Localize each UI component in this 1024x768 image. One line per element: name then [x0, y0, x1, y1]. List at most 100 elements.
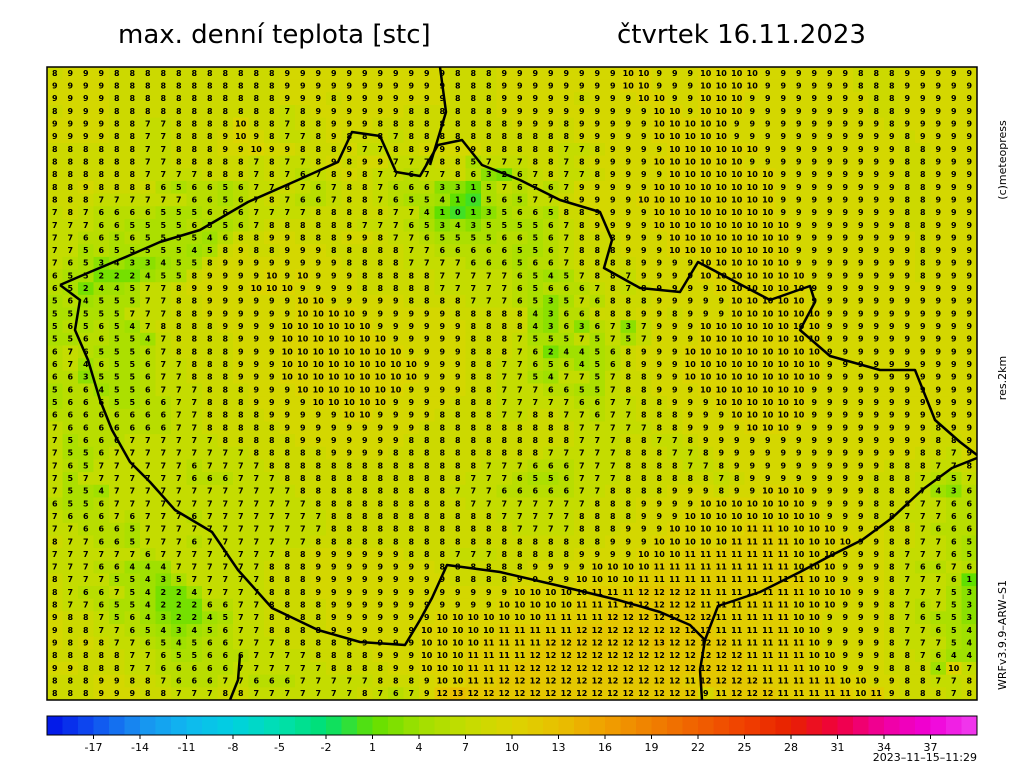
temperature-value: 9 [315, 575, 321, 584]
temperature-value: 10 [669, 537, 681, 546]
temperature-value: 9 [610, 119, 616, 128]
temperature-value: 7 [129, 474, 135, 483]
temperature-value: 5 [532, 474, 538, 483]
temperature-value: 11 [731, 550, 743, 559]
temperature-value: 9 [873, 297, 879, 306]
temperature-cell [403, 92, 420, 106]
temperature-cell [930, 79, 947, 93]
temperature-value: 8 [486, 525, 492, 534]
temperature-value: 8 [920, 246, 926, 255]
temperature-cell [326, 79, 342, 93]
temperature-value: 9 [238, 322, 244, 331]
temperature-cell [186, 79, 203, 93]
temperature-value: 8 [641, 385, 647, 394]
temperature-value: 9 [827, 474, 833, 483]
temperature-value: 6 [67, 411, 73, 420]
temperature-value: 9 [811, 208, 817, 217]
temperature-cell [589, 92, 606, 106]
temperature-value: 9 [873, 385, 879, 394]
temperature-value: 5 [439, 233, 445, 242]
temperature-value: 8 [129, 132, 135, 141]
temperature-value: 5 [83, 322, 89, 331]
temperature-value: 9 [393, 322, 399, 331]
temperature-value: 9 [331, 550, 337, 559]
temperature-value: 10 [700, 119, 712, 128]
temperature-cell [946, 67, 962, 81]
temperature-value: 10 [793, 373, 805, 382]
temperature-value: 8 [176, 132, 182, 141]
temperature-value: 10 [731, 107, 743, 116]
temperature-value: 9 [920, 297, 926, 306]
temperature-value: 9 [408, 347, 414, 356]
temperature-value: 9 [315, 423, 321, 432]
temperature-value: 8 [52, 575, 58, 584]
temperature-cell [605, 67, 621, 81]
temperature-cell [899, 67, 916, 81]
temperature-value: 10 [592, 575, 604, 584]
temperature-value: 8 [548, 132, 554, 141]
temperature-value: 9 [873, 157, 879, 166]
temperature-value: 10 [375, 385, 387, 394]
temperature-value: 9 [858, 335, 864, 344]
temperature-field: 8 9 9 9 8 8 8 8 8 8 8 8 8 8 8 9 9 9 9 9 9 9 9 9 9 9 8 8 8 9 9 9 9 9 9 9 9 10 1… [47, 67, 978, 701]
temperature-value: 8 [873, 512, 879, 521]
temperature-value: 9 [858, 385, 864, 394]
temperature-value: 5 [52, 309, 58, 318]
temperature-value: 7 [114, 449, 120, 458]
temperature-value: 9 [827, 411, 833, 420]
temperature-value: 9 [300, 81, 306, 90]
temperature-value: 7 [238, 449, 244, 458]
temperature-value: 9 [920, 436, 926, 445]
temperature-value: 8 [67, 183, 73, 192]
temperature-value: 8 [315, 221, 321, 230]
temperature-value: 7 [517, 157, 523, 166]
temperature-cell [946, 79, 962, 93]
temperature-value: 9 [780, 69, 786, 78]
temperature-value: 10 [700, 322, 712, 331]
temperature-value: 9 [253, 398, 259, 407]
temperature-value: 8 [52, 195, 58, 204]
temperature-value: 9 [951, 107, 957, 116]
temperature-value: 9 [904, 246, 910, 255]
temperature-value: 10 [282, 347, 294, 356]
temperature-value: 9 [331, 81, 337, 90]
temperature-value: 9 [377, 563, 383, 572]
temperature-value: 11 [654, 563, 666, 572]
temperature-value: 8 [408, 550, 414, 559]
temperature-value: 10 [762, 335, 774, 344]
temperature-value: 8 [548, 170, 554, 179]
temperature-value: 9 [951, 69, 957, 78]
temperature-value: 9 [858, 94, 864, 103]
temperature-value: 9 [98, 69, 104, 78]
temperature-value: 8 [408, 474, 414, 483]
temperature-value: 9 [424, 322, 430, 331]
temperature-value: 8 [594, 170, 600, 179]
temperature-value: 8 [486, 107, 492, 116]
temperature-value: 7 [129, 436, 135, 445]
temperature-value: 9 [842, 145, 848, 154]
temperature-value: 3 [145, 259, 151, 268]
temperature-value: 8 [470, 575, 476, 584]
temperature-value: 7 [284, 157, 290, 166]
temperature-value: 6 [594, 398, 600, 407]
temperature-value: 8 [501, 132, 507, 141]
temperature-value: 9 [284, 411, 290, 420]
temperature-value: 8 [455, 537, 461, 546]
temperature-value: 4 [114, 284, 120, 293]
temperature-value: 7 [67, 575, 73, 584]
temperature-value: 9 [796, 132, 802, 141]
temperature-value: 9 [749, 474, 755, 483]
temperature-cell [47, 79, 63, 93]
temperature-value: 9 [284, 271, 290, 280]
temperature-value: 10 [778, 499, 790, 508]
temperature-value: 9 [67, 94, 73, 103]
temperature-value: 8 [331, 474, 337, 483]
temperature-value: 8 [191, 373, 197, 382]
temperature-value: 7 [191, 423, 197, 432]
temperature-value: 8 [424, 512, 430, 521]
temperature-value: 5 [129, 335, 135, 344]
temperature-value: 8 [408, 145, 414, 154]
temperature-value: 9 [222, 297, 228, 306]
temperature-value: 6 [470, 170, 476, 179]
temperature-value: 8 [672, 309, 678, 318]
